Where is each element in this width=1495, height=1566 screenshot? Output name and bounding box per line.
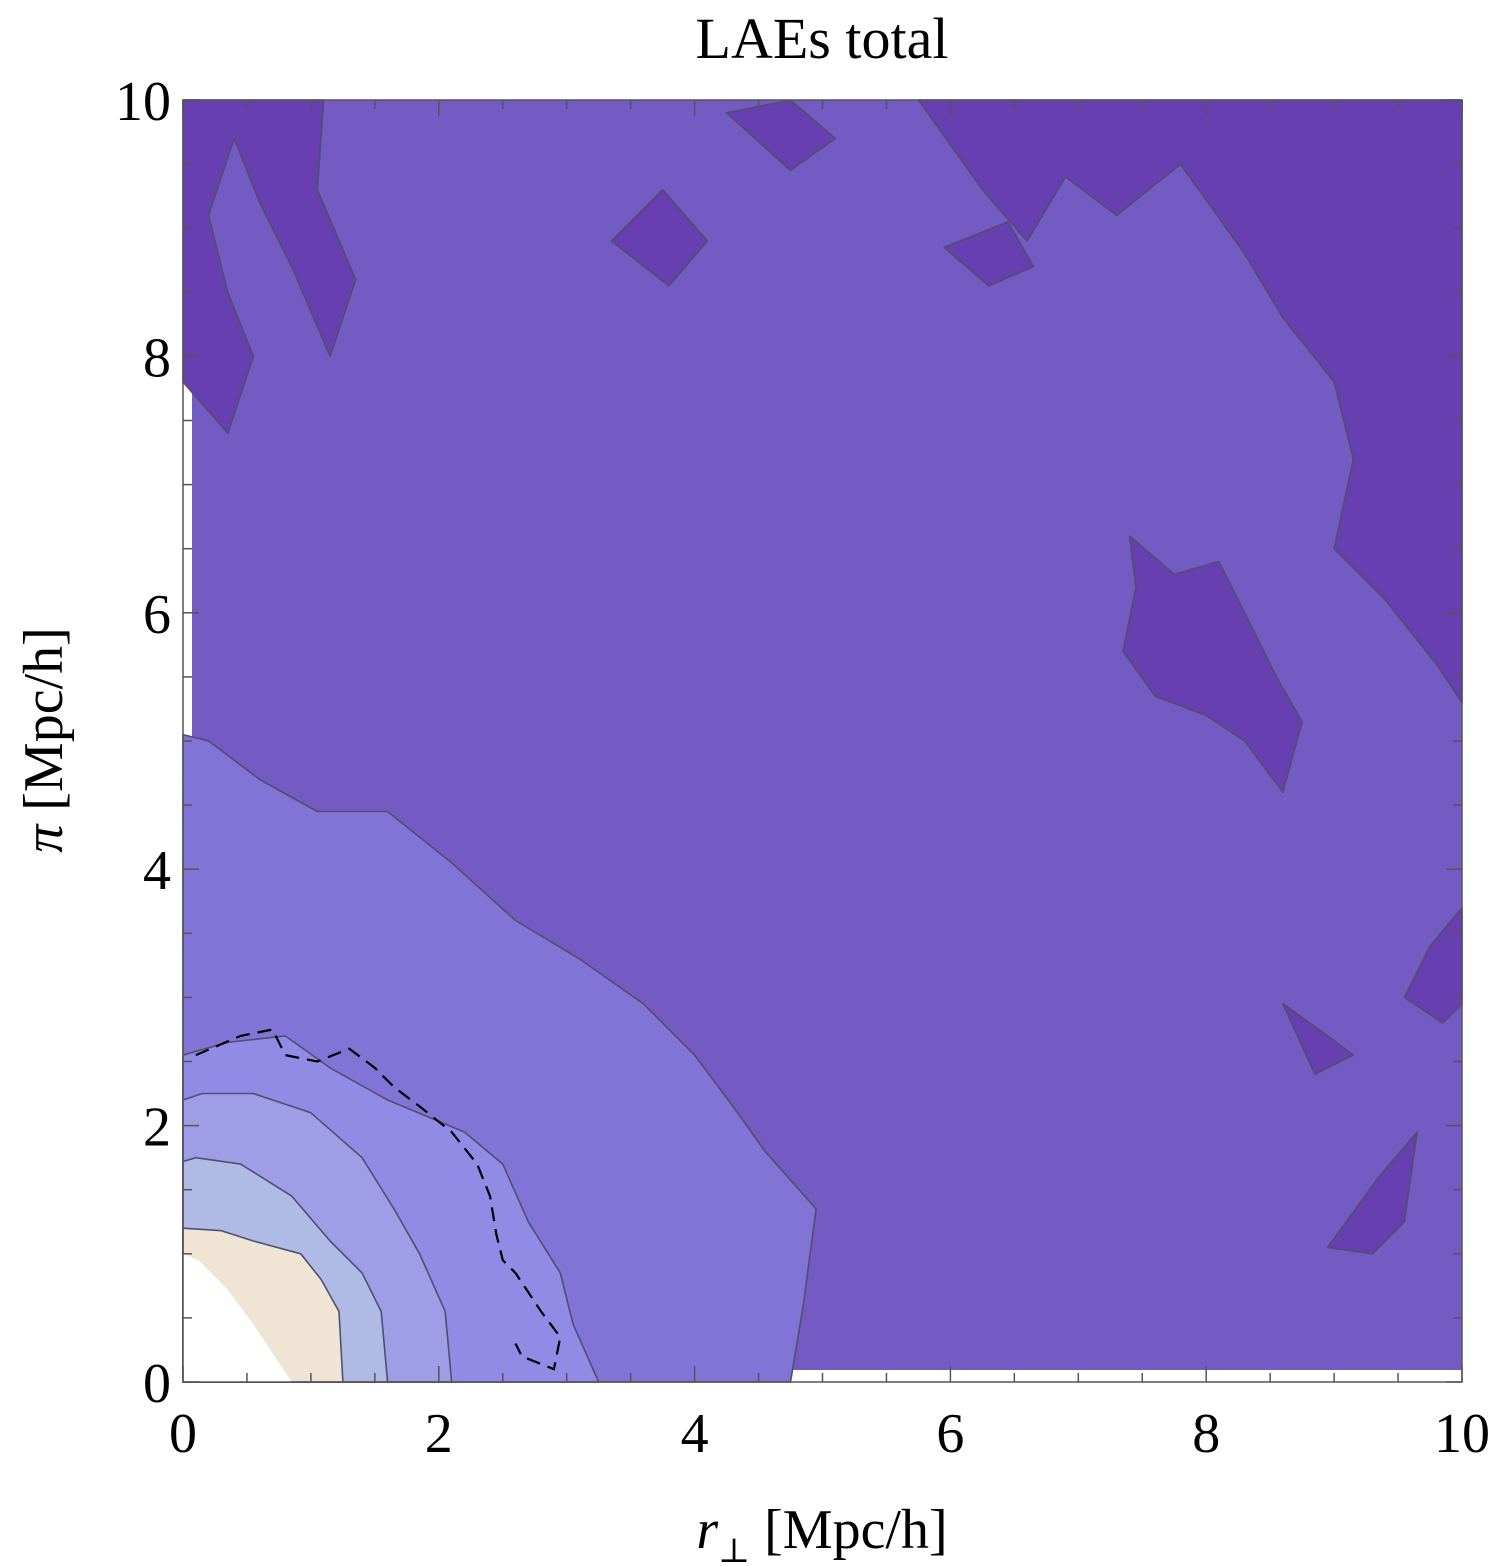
contour-region-core <box>183 1253 292 1382</box>
plot-area <box>182 99 1463 1383</box>
contour-region-darkest <box>610 188 709 287</box>
y-axis-ticks: 0 2 4 6 8 10 <box>115 71 1462 1415</box>
x-tick-label: 6 <box>936 1403 964 1465</box>
y-tick-label: 2 <box>143 1097 171 1159</box>
x-tick-label: 8 <box>1192 1403 1220 1465</box>
contour-region-darkest <box>943 221 1035 287</box>
x-tick-label: 0 <box>169 1403 197 1465</box>
x-axis-symbol: r <box>696 1499 718 1561</box>
y-axis-symbol: π <box>13 823 75 853</box>
contour-region-darkest <box>1326 1131 1418 1255</box>
y-tick-label: 6 <box>143 584 171 646</box>
contour-region-darkest <box>1282 1002 1355 1076</box>
x-axis-ticks: 0 2 4 6 8 10 <box>169 100 1490 1465</box>
y-tick-label: 10 <box>115 71 171 133</box>
contour-region-darkest <box>917 99 1463 704</box>
contour-region-darkest <box>725 99 837 172</box>
x-tick-label: 2 <box>425 1403 453 1465</box>
y-tick-label: 4 <box>143 840 171 902</box>
y-axis-label: π [Mpc/h] <box>13 627 75 853</box>
contour-region-darkest <box>1122 535 1303 794</box>
x-tick-label: 4 <box>681 1403 709 1465</box>
x-axis-subscript: ⊥ <box>718 1533 750 1566</box>
dashed-contour-layer <box>195 1028 562 1371</box>
x-tick-label: 10 <box>1434 1403 1490 1465</box>
chart-title: LAEs total <box>696 6 949 71</box>
dashed-contour-line <box>195 1028 562 1371</box>
y-tick-label: 0 <box>143 1353 171 1415</box>
contour-region-darkest <box>182 99 357 435</box>
x-axis-label: r⊥ [Mpc/h] <box>696 1499 947 1566</box>
x-axis-unit: [Mpc/h] <box>750 1499 948 1561</box>
y-tick-label: 8 <box>143 327 171 389</box>
y-axis-unit: [Mpc/h] <box>13 627 75 825</box>
contour-layer <box>182 99 1463 1383</box>
